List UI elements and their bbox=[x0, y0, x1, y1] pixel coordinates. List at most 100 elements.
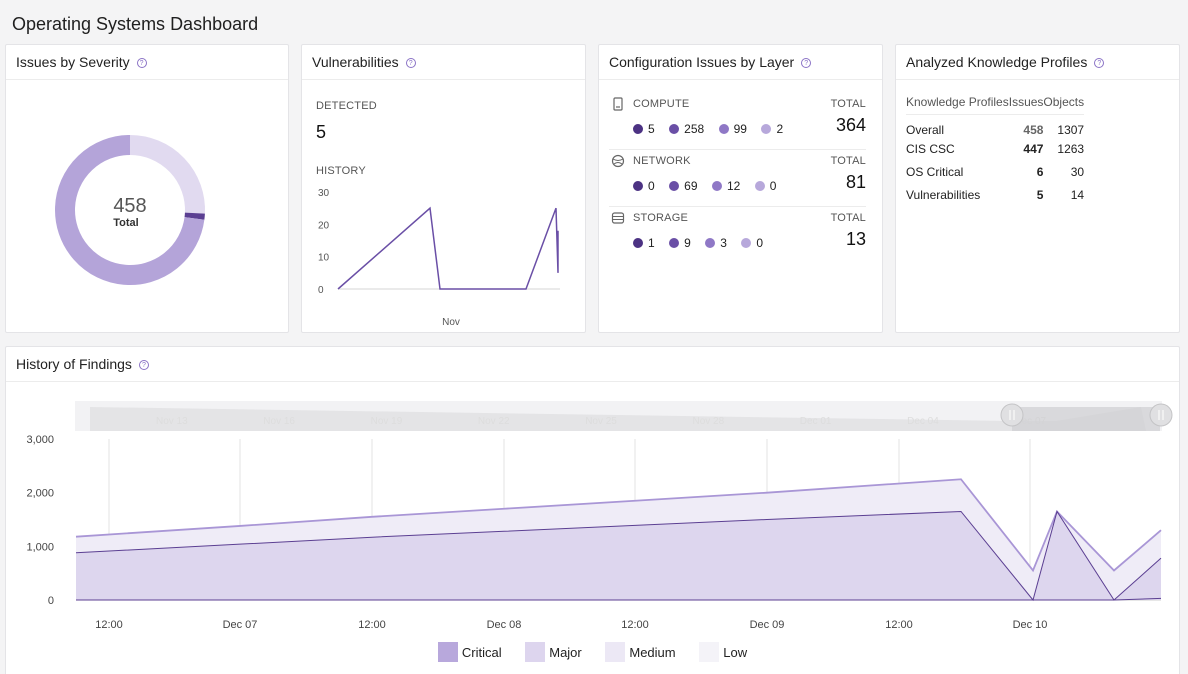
total-label: TOTAL bbox=[830, 98, 866, 110]
legend-item-low[interactable]: Low bbox=[699, 642, 747, 662]
layer-row-compute[interactable]: COMPUTE TOTAL 5 258 99 2 364 bbox=[609, 93, 866, 150]
severity-counts: 5 258 99 2 bbox=[633, 120, 793, 138]
y-tick-label: 1,000 bbox=[26, 541, 54, 553]
column-header[interactable]: Issues bbox=[1008, 95, 1044, 115]
detected-value: 5 bbox=[316, 122, 327, 142]
config-card-header: Configuration Issues by Layer? bbox=[599, 45, 882, 80]
layer-name: NETWORK bbox=[633, 155, 691, 167]
profile-name: OS Critical bbox=[906, 165, 964, 179]
vulnerability-history-line[interactable] bbox=[337, 206, 559, 290]
total-label: TOTAL bbox=[830, 212, 866, 224]
legend-item-medium[interactable]: Medium bbox=[605, 642, 676, 662]
column-header[interactable]: Knowledge Profiles bbox=[906, 95, 1009, 115]
low-dot bbox=[754, 181, 765, 191]
x-tick-label: Dec 10 bbox=[1013, 619, 1048, 631]
y-tick-label: 20 bbox=[318, 220, 330, 231]
low-count: 0 bbox=[769, 179, 777, 193]
total-label: TOTAL bbox=[830, 155, 866, 167]
critical-dot bbox=[633, 124, 643, 134]
help-icon[interactable]: ? bbox=[801, 58, 812, 68]
navigator-label: Nov 25 bbox=[585, 416, 617, 427]
navigator-label: Nov 19 bbox=[371, 416, 403, 427]
major-area[interactable] bbox=[76, 511, 1161, 600]
knowledge-card-header: Analyzed Knowledge Profiles? bbox=[896, 45, 1179, 80]
x-axis-label: Nov bbox=[442, 317, 460, 328]
x-tick-label: Dec 08 bbox=[487, 619, 522, 631]
server-icon bbox=[613, 97, 623, 111]
database-icon bbox=[611, 212, 625, 224]
severity-total-label: Total bbox=[113, 217, 138, 229]
vulnerabilities-card: Vulnerabilities? DETECTED 5 HISTORY 30 20… bbox=[301, 44, 586, 333]
legend-item-critical[interactable]: Critical bbox=[437, 642, 502, 662]
vulnerabilities-card-header: Vulnerabilities? bbox=[302, 45, 585, 80]
y-tick-label: 3,000 bbox=[26, 434, 54, 446]
globe-icon bbox=[611, 154, 625, 168]
page-title: Operating Systems Dashboard bbox=[12, 14, 259, 34]
knowledge-table: Knowledge Profiles Issues Objects Overal… bbox=[906, 95, 1085, 207]
low-dot bbox=[761, 124, 772, 134]
knowledge-title: Analyzed Knowledge Profiles bbox=[906, 54, 1088, 70]
layer-total: 364 bbox=[835, 115, 866, 135]
table-row[interactable]: CIS CSC 447 1263 bbox=[906, 138, 1084, 161]
help-icon[interactable]: ? bbox=[1094, 58, 1105, 68]
critical-dot bbox=[633, 238, 643, 248]
navigator-right-handle[interactable] bbox=[1149, 403, 1173, 427]
help-icon[interactable]: ? bbox=[138, 360, 149, 370]
vulnerabilities-title: Vulnerabilities bbox=[312, 54, 399, 70]
history-title: History of Findings bbox=[16, 356, 132, 372]
navigator-selection[interactable] bbox=[1012, 407, 1160, 431]
y-tick-label: 0 bbox=[48, 595, 54, 607]
critical-count: 5 bbox=[648, 122, 655, 136]
navigator-shape bbox=[90, 407, 1146, 431]
table-row[interactable]: Overall 458 1307 bbox=[906, 115, 1084, 138]
major-count: 9 bbox=[684, 236, 691, 250]
table-header-row: Knowledge Profiles Issues Objects bbox=[906, 95, 1085, 115]
config-card: Configuration Issues by Layer? COMPUTE T… bbox=[598, 44, 883, 333]
total-series-line bbox=[75, 478, 1162, 573]
x-tick-label: 12:00 bbox=[621, 619, 649, 631]
layer-row-storage[interactable]: STORAGE TOTAL 1 9 3 0 13 bbox=[609, 207, 866, 264]
low-count: 2 bbox=[776, 122, 784, 136]
critical-count: 1 bbox=[648, 236, 655, 250]
help-icon[interactable]: ? bbox=[405, 58, 416, 68]
history-card-header: History of Findings? bbox=[6, 347, 1179, 382]
layer-total: 13 bbox=[845, 229, 866, 249]
donut-segment-medium[interactable] bbox=[129, 135, 205, 214]
legend-swatch bbox=[437, 642, 458, 662]
major-dot bbox=[669, 181, 680, 191]
major-dot bbox=[669, 238, 680, 248]
layer-row-network[interactable]: NETWORK TOTAL 0 69 12 0 81 bbox=[609, 150, 866, 207]
legend-swatch bbox=[605, 642, 626, 662]
legend-label: Low bbox=[723, 645, 748, 660]
medium-dot bbox=[718, 124, 729, 134]
critical-count: 0 bbox=[648, 179, 655, 193]
navigator-label: Dec 01 bbox=[800, 416, 832, 427]
x-tick-label: Dec 09 bbox=[750, 619, 785, 631]
history-chart[interactable]: Nov 13 Nov 16 Nov 19 Nov 22 Nov 25 Nov 28 Dec … bbox=[6, 387, 1181, 637]
legend-item-major[interactable]: Major bbox=[525, 642, 582, 662]
severity-total-value: 458 bbox=[113, 195, 146, 217]
history-legend: Critical Major Medium Low bbox=[6, 642, 1179, 662]
help-icon[interactable]: ? bbox=[136, 58, 147, 68]
issues-cell: 6 bbox=[1036, 165, 1044, 179]
vulnerabilities-history-chart[interactable]: 30 20 10 0 Nov bbox=[302, 181, 587, 331]
medium-count: 99 bbox=[733, 122, 747, 136]
x-tick-label: Dec 07 bbox=[223, 619, 258, 631]
legend-label: Medium bbox=[629, 645, 676, 660]
objects-cell: 14 bbox=[1070, 188, 1085, 202]
severity-card-header: Issues by Severity? bbox=[6, 45, 288, 80]
navigator-label: Dec 04 bbox=[907, 416, 939, 427]
severity-donut[interactable]: 458 Total bbox=[6, 81, 290, 331]
legend-label: Critical bbox=[461, 645, 502, 660]
critical-series-line bbox=[76, 597, 1162, 601]
donut-segment-major[interactable] bbox=[55, 135, 205, 285]
profile-name: CIS CSC bbox=[906, 142, 955, 156]
objects-cell: 30 bbox=[1070, 165, 1085, 179]
x-tick-label: 12:00 bbox=[885, 619, 913, 631]
column-header[interactable]: Objects bbox=[1043, 95, 1085, 115]
navigator-left-handle[interactable] bbox=[1000, 403, 1024, 427]
table-row[interactable]: Vulnerabilities 5 14 bbox=[906, 184, 1084, 207]
x-tick-label: 12:00 bbox=[95, 619, 123, 631]
navigator-label: Nov 28 bbox=[693, 416, 725, 427]
table-row[interactable]: OS Critical 6 30 bbox=[906, 161, 1084, 184]
